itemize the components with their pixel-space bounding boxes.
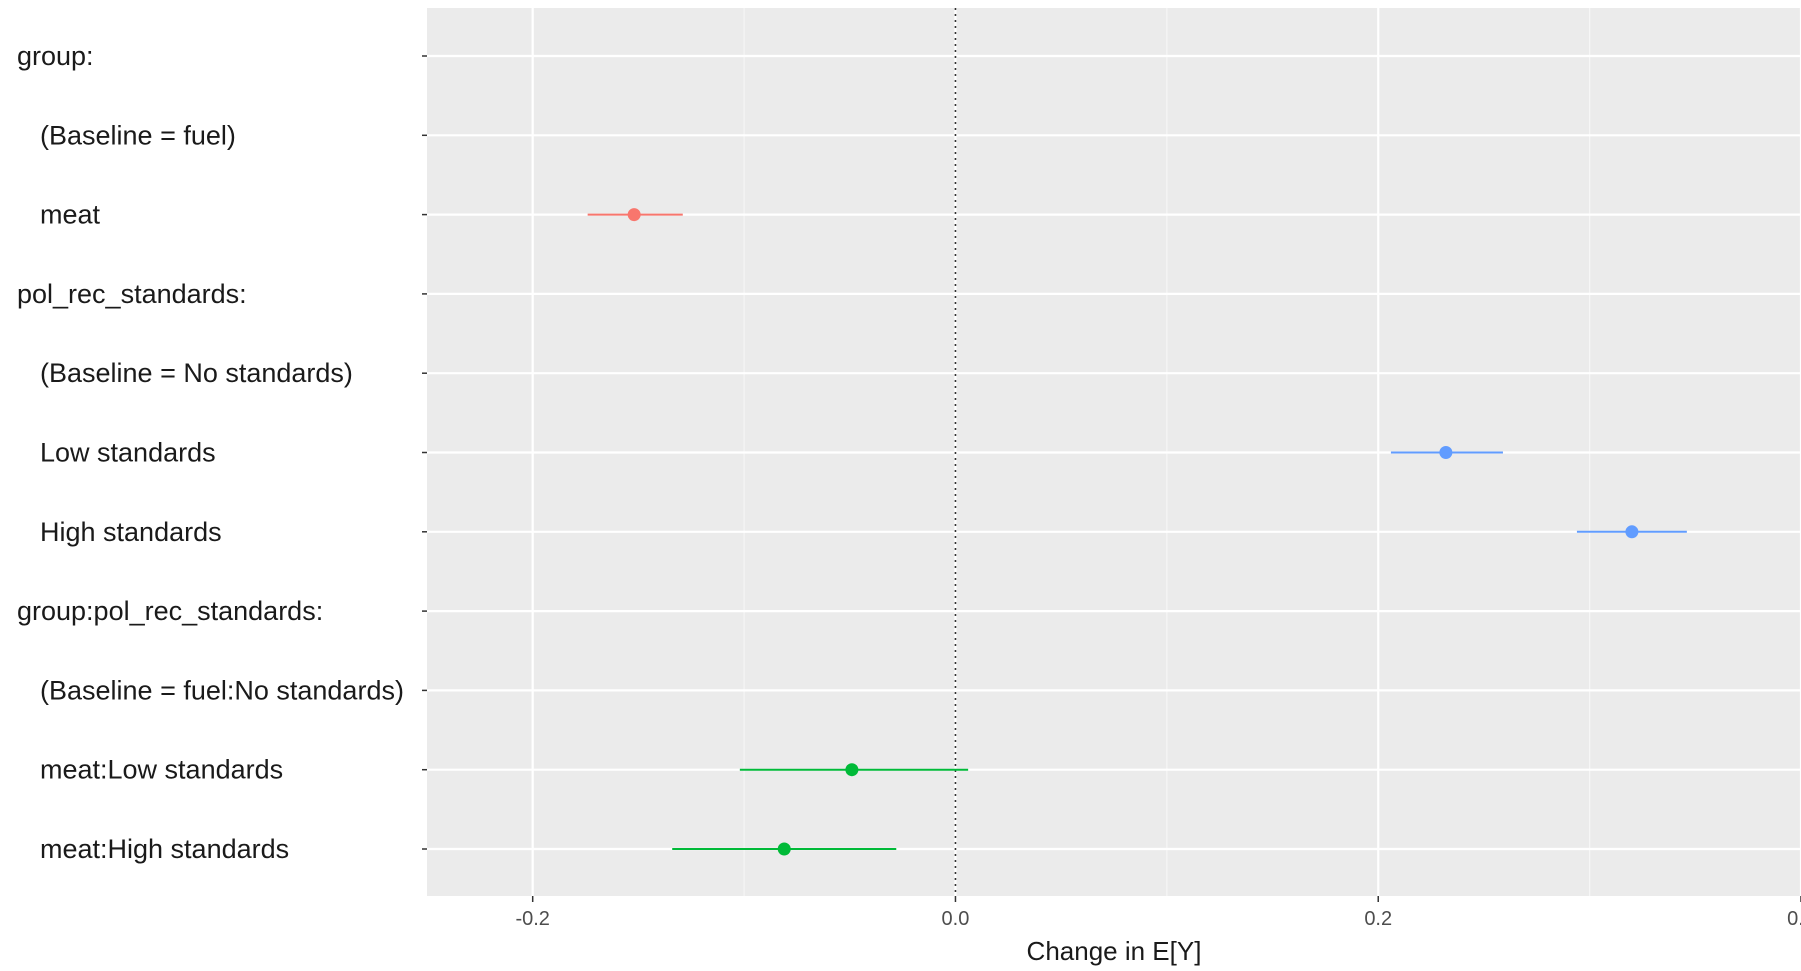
row-label: group: — [17, 41, 94, 71]
estimate-point — [1625, 525, 1639, 539]
y-axis-ticks — [422, 55, 427, 850]
estimate-point — [627, 208, 641, 222]
estimate-point — [1439, 446, 1453, 459]
x-axis-title: Change in E[Y] — [1027, 936, 1202, 966]
row-label: High standards — [40, 517, 222, 547]
x-tick-label: 0.2 — [1364, 908, 1392, 930]
x-axis-ticks — [531, 896, 1801, 902]
estimate-point — [777, 842, 791, 856]
row-label: group:pol_rec_standards: — [17, 596, 323, 626]
row-label: meat:Low standards — [40, 755, 283, 785]
x-tick-label: 0.0 — [942, 908, 970, 930]
estimate-point — [845, 763, 859, 777]
y-axis-labels: group: (Baseline = fuel) meat pol_rec_stand… — [17, 41, 404, 864]
x-axis-tick-labels: -0.2 0.0 0.2 0.4 — [515, 908, 1801, 930]
point-estimates — [627, 208, 1639, 856]
x-tick-label: -0.2 — [515, 908, 549, 930]
x-tick-label: 0.4 — [1787, 908, 1801, 930]
row-label: (Baseline = No standards) — [40, 358, 353, 388]
row-label: (Baseline = fuel:No standards) — [40, 675, 404, 705]
row-label: (Baseline = fuel) — [40, 120, 236, 150]
row-label: meat:High standards — [40, 834, 289, 864]
row-label: meat — [40, 200, 101, 230]
row-label: Low standards — [40, 438, 216, 468]
row-label: pol_rec_standards: — [17, 279, 247, 309]
